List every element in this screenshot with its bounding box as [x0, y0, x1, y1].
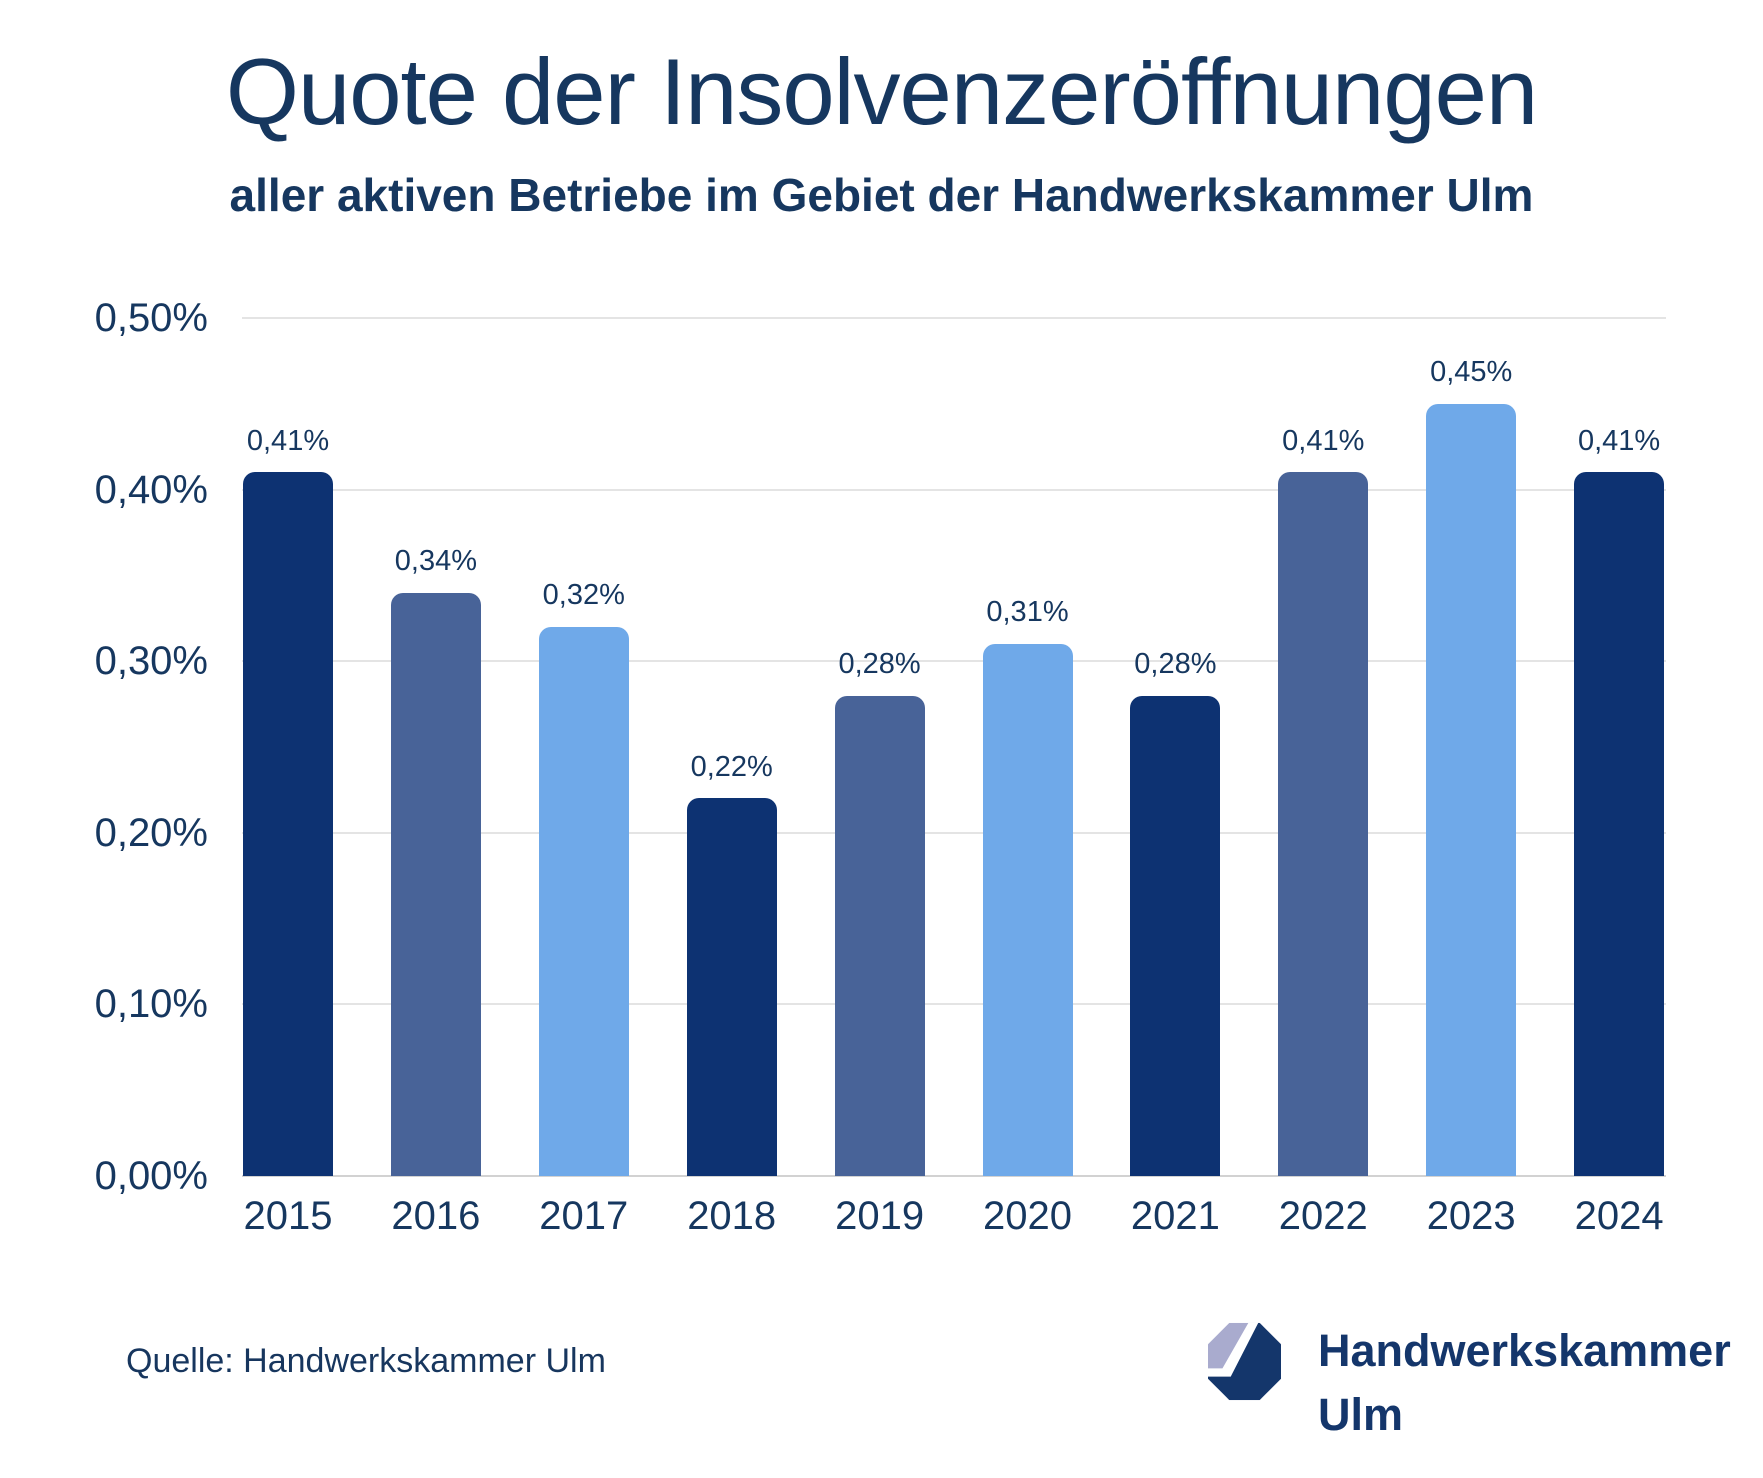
gridline — [242, 1003, 1666, 1006]
bar-2020 — [982, 644, 1073, 1176]
x-axis-tick-label: 2019 — [835, 1194, 925, 1238]
bar-2019 — [834, 695, 925, 1176]
bar-value-label: 0,32% — [542, 579, 625, 612]
x-axis-tick-label: 2024 — [1574, 1194, 1664, 1238]
y-axis-tick-label: 0,30% — [94, 639, 208, 684]
bar-2021 — [1130, 695, 1221, 1176]
logo-text-line2: Ulm — [1318, 1388, 1404, 1440]
bar-2024 — [1574, 472, 1665, 1176]
bar-2023 — [1426, 403, 1517, 1176]
x-axis-tick-label: 2015 — [243, 1194, 333, 1238]
octagon-logo-icon — [1208, 1322, 1281, 1401]
gridline — [242, 1175, 1666, 1177]
gridline — [242, 488, 1666, 491]
bar-value-label: 0,22% — [690, 750, 773, 783]
bar-value-label: 0,45% — [1430, 356, 1513, 389]
bar-value-label: 0,34% — [394, 544, 477, 577]
gridline — [242, 660, 1666, 663]
bar-value-label: 0,28% — [1134, 647, 1217, 680]
y-axis-tick-label: 0,20% — [94, 810, 208, 855]
source-note: Quelle: Handwerkskammer Ulm — [126, 1342, 606, 1380]
x-axis-tick-label: 2017 — [539, 1194, 629, 1238]
y-axis-tick-label: 0,10% — [94, 982, 208, 1027]
x-axis-tick-label: 2020 — [983, 1194, 1072, 1238]
x-axis-tick-label: 2021 — [1130, 1194, 1220, 1238]
x-axis-tick-label: 2018 — [687, 1194, 777, 1238]
bar-chart-plot: 0,50% 0,40% 0,30% 0,20% 0,10% 0,00% 0,41% 2015 0… — [95, 298, 1666, 1236]
bar-2022 — [1278, 472, 1369, 1176]
y-axis-tick-label: 0,00% — [94, 1154, 208, 1198]
page-title: Quote der Insolvenzeröffnungen — [225, 39, 1538, 144]
x-axis-tick-label: 2022 — [1278, 1194, 1368, 1238]
gridline — [242, 831, 1666, 834]
bar-2018 — [686, 798, 777, 1176]
bar-2016 — [390, 592, 481, 1176]
logo-text: Handwerkskammer Ulm — [1318, 1319, 1731, 1447]
x-axis-tick-label: 2023 — [1426, 1194, 1516, 1238]
logo-text-line1: Handwerkskammer — [1318, 1325, 1731, 1376]
y-axis-tick-label: 0,50% — [94, 296, 208, 340]
x-axis-tick-label: 2016 — [391, 1194, 481, 1238]
bar-value-label: 0,41% — [1282, 424, 1365, 457]
y-axis-tick-label: 0,40% — [94, 467, 208, 512]
bar-value-label: 0,28% — [838, 647, 921, 680]
page-subtitle: aller aktiven Betriebe im Gebiet der Han… — [229, 169, 1534, 221]
bar-value-label: 0,31% — [986, 596, 1069, 629]
gridline — [242, 317, 1666, 319]
bar-value-label: 0,41% — [1577, 424, 1661, 457]
bar-2017 — [538, 626, 629, 1176]
bar-2015 — [243, 472, 333, 1176]
bar-value-label: 0,41% — [246, 424, 330, 457]
handwerkskammer-ulm-logo: Handwerkskammer Ulm — [1208, 1321, 1731, 1447]
